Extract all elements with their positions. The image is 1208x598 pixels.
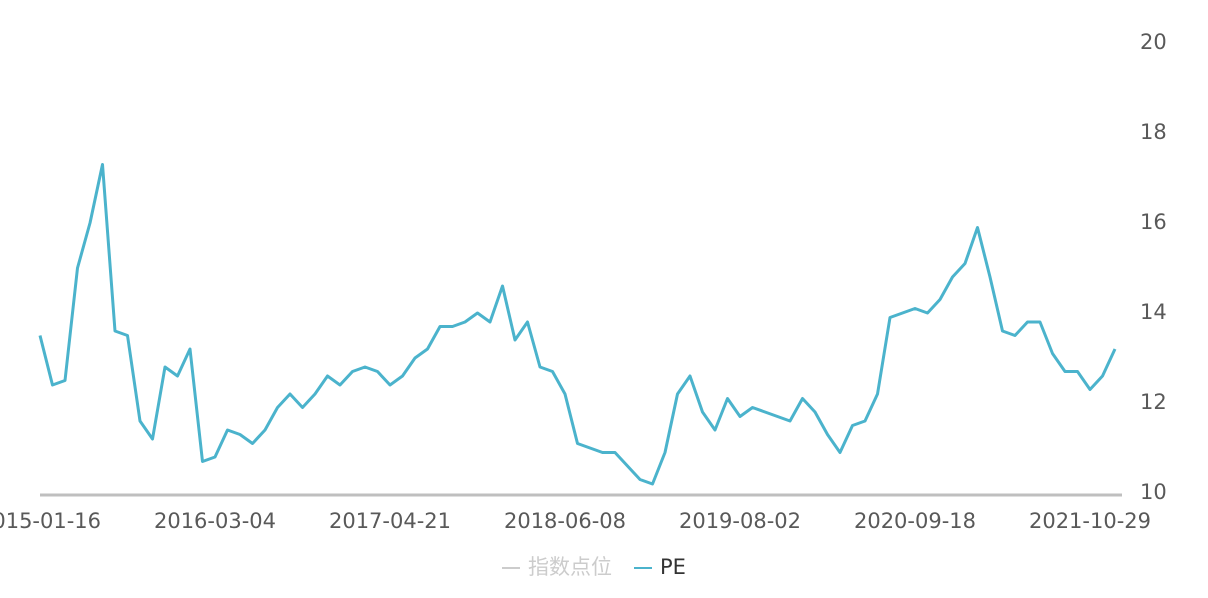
- y-tick-label: 18: [1140, 120, 1167, 144]
- x-tick-label: 2017-04-21: [329, 509, 451, 533]
- y-tick-label: 14: [1140, 300, 1167, 324]
- x-tick-label: 2020-09-18: [854, 509, 976, 533]
- x-tick-label: 2016-03-04: [154, 509, 276, 533]
- legend-label[interactable]: 指数点位: [528, 555, 612, 579]
- y-tick-label: 20: [1140, 30, 1167, 54]
- y-tick-label: 10: [1140, 480, 1167, 504]
- x-tick-label: 2021-10-29: [1029, 509, 1151, 533]
- x-tick-label: 2018-06-08: [504, 509, 626, 533]
- legend-label[interactable]: PE: [660, 555, 686, 579]
- y-tick-label: 16: [1140, 210, 1167, 234]
- pe-line: [38, 163, 1117, 486]
- y-tick-label: 12: [1140, 390, 1167, 414]
- x-tick-label: 2019-08-02: [679, 509, 801, 533]
